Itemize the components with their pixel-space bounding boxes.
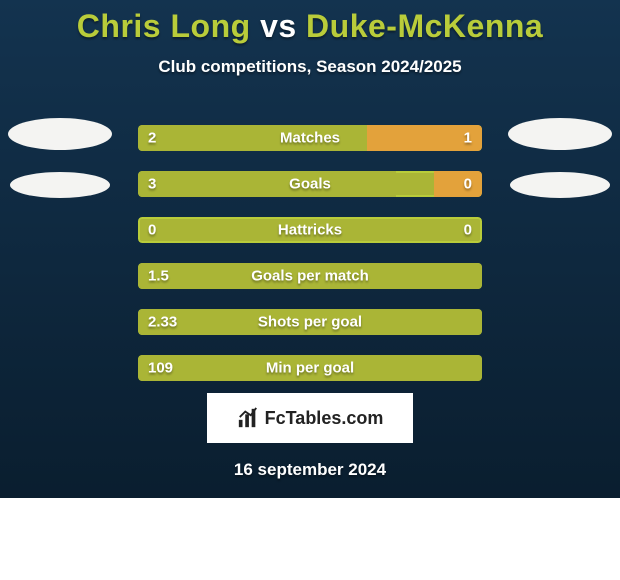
page-title: Chris Long vs Duke-McKenna [0, 0, 620, 45]
stat-label: Min per goal [266, 360, 354, 377]
title-player1: Chris Long [77, 8, 251, 44]
stat-row: 3 Goals 0 [138, 171, 482, 197]
stat-label: Goals per match [251, 268, 369, 285]
player2-avatar [508, 118, 612, 150]
stat-right-value: 0 [464, 176, 472, 193]
stat-label: Shots per goal [258, 314, 362, 331]
stat-label: Goals [289, 176, 331, 193]
comparison-card: Chris Long vs Duke-McKenna Club competit… [0, 0, 620, 498]
right-avatar-column [500, 118, 620, 198]
stat-left-value: 3 [148, 176, 156, 193]
stat-left-value: 0 [148, 222, 156, 239]
left-avatar-column [0, 118, 120, 198]
stat-left-value: 109 [148, 360, 173, 377]
stat-left-value: 2 [148, 130, 156, 147]
stat-left-value: 1.5 [148, 268, 169, 285]
stat-right-value: 0 [464, 222, 472, 239]
player2-team-badge [510, 172, 610, 198]
watermark: FcTables.com [207, 393, 413, 443]
stat-row: 1.5 Goals per match [138, 263, 482, 289]
stat-right-value: 1 [464, 130, 472, 147]
stat-label: Matches [280, 130, 340, 147]
title-vs: vs [260, 8, 297, 44]
date-caption: 16 september 2024 [0, 460, 620, 480]
stat-row: 2 Matches 1 [138, 125, 482, 151]
bar-fill-right [434, 171, 482, 197]
stat-label: Hattricks [278, 222, 342, 239]
title-player2: Duke-McKenna [306, 8, 543, 44]
stat-row: 0 Hattricks 0 [138, 217, 482, 243]
bar-fill-left [138, 171, 396, 197]
player1-avatar [8, 118, 112, 150]
player1-team-badge [10, 172, 110, 198]
stat-left-value: 2.33 [148, 314, 177, 331]
stat-row: 2.33 Shots per goal [138, 309, 482, 335]
subtitle: Club competitions, Season 2024/2025 [0, 57, 620, 77]
stat-bars: 2 Matches 1 3 Goals 0 0 Hattricks 0 1.5 Goals per … [138, 125, 482, 401]
fctables-logo-icon [237, 407, 259, 429]
stat-row: 109 Min per goal [138, 355, 482, 381]
watermark-brand: FcTables.com [265, 408, 384, 429]
